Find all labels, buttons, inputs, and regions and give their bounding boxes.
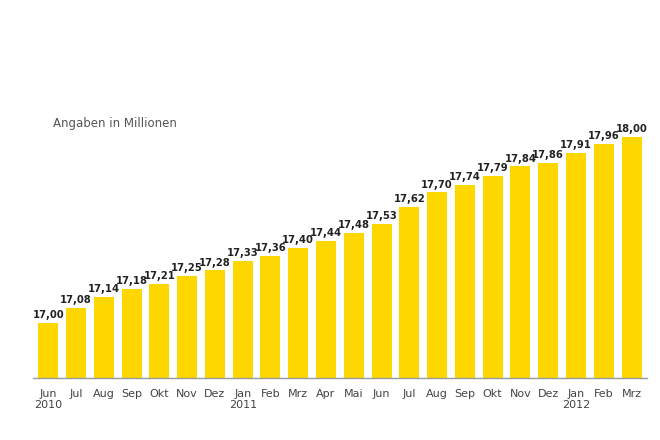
Text: 17,28: 17,28 (199, 258, 231, 268)
Bar (510, 166, 531, 378)
Bar (427, 192, 447, 378)
Bar (455, 185, 475, 378)
Bar (233, 261, 253, 378)
Text: 17,33: 17,33 (227, 249, 259, 258)
Bar (482, 176, 503, 378)
Bar (344, 233, 364, 378)
Text: 17,96: 17,96 (588, 131, 620, 141)
Bar (66, 308, 86, 378)
Text: 17,86: 17,86 (532, 150, 564, 160)
Text: 17,91: 17,91 (560, 140, 592, 150)
Bar (538, 162, 558, 378)
Text: 18,00: 18,00 (616, 124, 647, 134)
Text: 17,84: 17,84 (504, 154, 537, 164)
Text: 17,62: 17,62 (393, 194, 425, 205)
Bar (316, 241, 336, 378)
Bar (622, 136, 642, 378)
Text: 17,79: 17,79 (477, 163, 508, 173)
Text: Angaben in Millionen: Angaben in Millionen (53, 117, 177, 130)
Bar (399, 207, 419, 378)
Text: 17,44: 17,44 (310, 228, 342, 238)
Text: 17,48: 17,48 (338, 220, 370, 231)
Bar (121, 289, 142, 378)
Bar (205, 271, 225, 378)
Text: 17,40: 17,40 (282, 235, 314, 246)
Bar (288, 248, 308, 378)
Text: 17,74: 17,74 (449, 172, 481, 182)
Bar (177, 276, 197, 378)
Bar (372, 224, 391, 378)
Text: 17,18: 17,18 (115, 276, 148, 286)
Text: 17,53: 17,53 (366, 211, 397, 221)
Text: 17,00: 17,00 (32, 310, 64, 320)
Text: 17,36: 17,36 (255, 243, 286, 253)
Text: 17,25: 17,25 (171, 263, 203, 273)
Text: 17,14: 17,14 (88, 284, 120, 294)
Bar (594, 144, 614, 378)
Text: 17,08: 17,08 (60, 295, 92, 305)
Bar (94, 297, 114, 378)
Bar (566, 153, 586, 378)
Text: 17,70: 17,70 (421, 180, 453, 190)
Text: 17,21: 17,21 (143, 271, 176, 281)
Bar (261, 256, 280, 378)
Bar (149, 283, 170, 378)
Bar (38, 323, 58, 378)
